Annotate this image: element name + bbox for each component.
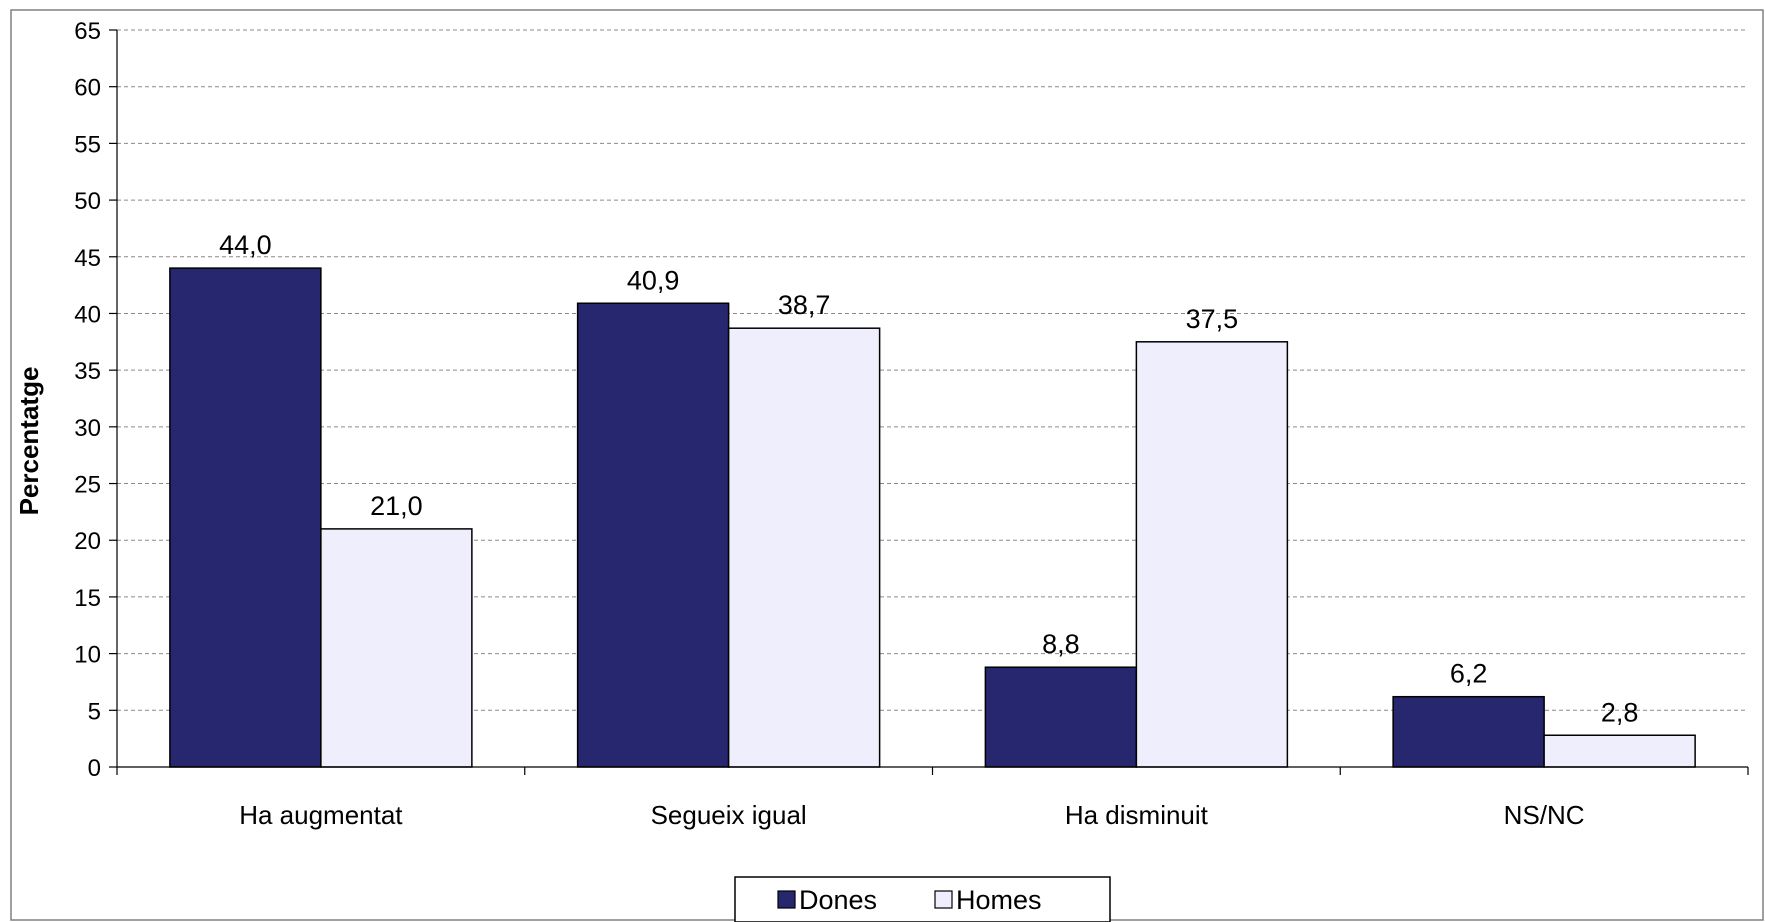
y-tick-label: 25	[74, 472, 101, 499]
y-tick-label: 40	[74, 301, 101, 328]
y-tick-label: 5	[88, 698, 101, 725]
data-label: 6,2	[1450, 659, 1488, 689]
data-label: 8,8	[1042, 629, 1080, 659]
legend-swatch-homes	[934, 890, 953, 909]
y-tick-label: 20	[74, 528, 101, 555]
data-label: 38,7	[778, 290, 831, 320]
y-tick-labels: 0 5 10 15 20 25 30 35 40 45 50 55 60 65	[74, 18, 101, 782]
y-tick-label: 60	[74, 75, 101, 102]
axes	[109, 29, 1749, 775]
legend-swatch-dones	[777, 890, 796, 909]
data-label: 2,8	[1601, 697, 1639, 727]
legend-label-homes: Homes	[956, 885, 1042, 915]
bars	[169, 267, 1696, 768]
data-label: 40,9	[627, 265, 680, 295]
data-label: 21,0	[370, 491, 423, 521]
y-tick-label: 15	[74, 585, 101, 612]
legend-label-dones: Dones	[799, 885, 877, 915]
x-category-label: NS/NC	[1504, 800, 1585, 830]
x-category-label: Ha augmentat	[239, 800, 403, 830]
bar-dones	[1392, 695, 1545, 768]
bar-dones	[576, 302, 730, 768]
data-labels: 44,0 21,0 40,9 38,7 8,8 37,5 6,2 2,8	[219, 230, 1638, 727]
legend-box	[734, 876, 1111, 922]
gridlines	[117, 29, 1748, 711]
bar-dones	[984, 666, 1138, 768]
y-tick-label: 30	[74, 415, 101, 442]
bar-homes	[1135, 341, 1289, 768]
y-tick-label: 0	[88, 755, 101, 782]
y-tick-label: 45	[74, 245, 101, 272]
bar-homes	[320, 528, 473, 768]
y-tick-label: 65	[74, 18, 101, 45]
bar-homes	[727, 327, 881, 768]
data-label: 37,5	[1186, 304, 1239, 334]
y-tick-label: 10	[74, 642, 101, 669]
y-tick-label: 50	[74, 188, 101, 215]
bar-homes	[1543, 734, 1696, 768]
legend: Dones Homes	[734, 876, 1111, 922]
y-tick-label: 35	[74, 358, 101, 385]
x-category-label: Segueix igual	[651, 800, 807, 830]
y-tick-label: 55	[74, 131, 101, 158]
x-tick-labels: Ha augmentat Segueix igual Ha disminuit NS/…	[239, 800, 1584, 830]
x-category-label: Ha disminuit	[1065, 800, 1209, 830]
bar-dones	[169, 267, 322, 768]
y-axis-title: Percentatge	[14, 367, 44, 516]
data-label: 44,0	[219, 230, 272, 260]
